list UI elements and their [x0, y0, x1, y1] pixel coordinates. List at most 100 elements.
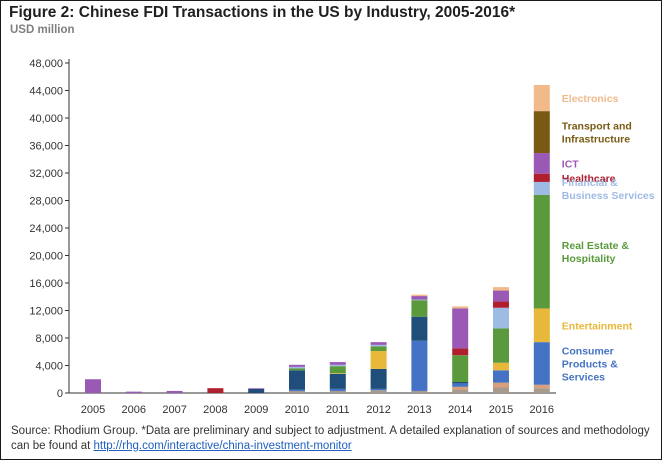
bar-segment-consumer-products-services-2010 [289, 389, 305, 391]
bar-segment-healthcare-2014 [452, 348, 469, 356]
bar-segment-financial-business-services-2016 [533, 181, 550, 195]
bar-segment-other-2-2014 [452, 386, 469, 390]
bars [85, 85, 550, 393]
x-tick-label: 2008 [203, 404, 227, 416]
y-tick-label: 32,000 [29, 168, 63, 180]
bar-segment-consumer-products-services-2015 [493, 370, 509, 383]
bar-segment-other-2012 [370, 390, 387, 393]
bar-segment-automotive-2014 [452, 382, 469, 384]
bar-segment-automotive-2010 [289, 370, 305, 390]
x-tick-label: 2010 [285, 404, 309, 416]
y-tick-label: 20,000 [29, 251, 63, 263]
stacked-bar-chart: 0 4,000 8,000 12,000 16,000 20,000 24,000 28,00… [29, 58, 655, 416]
y-tick-label: 24,000 [29, 223, 63, 235]
bar-segment-healthcare-2008 [207, 388, 224, 393]
bar-segment-other-2013 [411, 390, 428, 393]
bar-segment-healthcare-2015 [493, 301, 509, 308]
x-tick-label: 2009 [244, 404, 268, 416]
bar-segment-consumer-products-services-2013 [411, 340, 428, 391]
bar-segment-other-2015 [493, 387, 509, 393]
bar-segment-entertainment-2015 [493, 362, 509, 371]
series-label-transport-and-infrastructure: Transport and Infrastructure [562, 121, 632, 146]
y-tick-label: 4,000 [35, 361, 63, 373]
bar-segment-financial-business-services-2010 [289, 366, 305, 369]
bar-segment-other-2-2016 [533, 384, 550, 389]
bar-segment-healthcare-2016 [533, 173, 550, 182]
x-tick-label: 2005 [81, 404, 105, 416]
series-label-consumer-products-services: Consumer Products & Services [562, 345, 618, 383]
x-tick-label: 2007 [162, 404, 186, 416]
bar-segment-electronics-2015 [493, 287, 509, 291]
bar-segment-consumer-products-services-2014 [452, 383, 469, 387]
bar-segment-ict-2010 [289, 364, 305, 367]
y-tick-label: 36,000 [29, 141, 63, 153]
x-tick-label: 2012 [366, 404, 390, 416]
x-axis: 2005 2006 2007 2008 2009 2010 2011 2012 2013 2014… [69, 392, 556, 416]
y-tick-label: 12,000 [29, 306, 63, 318]
x-tick-label: 2016 [530, 404, 554, 416]
y-tick-label: 48,000 [29, 58, 63, 70]
bar-segment-entertainment-2012 [370, 351, 387, 369]
x-tick-label: 2015 [489, 404, 513, 416]
bar-segment-real-estate-hospitality-2012 [370, 346, 387, 352]
bar-segment-real-estate-hospitality-2011 [329, 366, 346, 374]
bar-segment-financial-business-services-2011 [329, 364, 346, 367]
y-tick-label: 16,000 [29, 278, 63, 290]
bar-segment-electronics-2016 [533, 85, 550, 112]
y-tick-label: 8,000 [35, 333, 63, 345]
series-label-ict: ICT [562, 158, 580, 170]
bar-segment-other-2011 [329, 390, 346, 393]
y-axis-unit-label: USD million [10, 24, 75, 36]
bar-segment-automotive-2013 [411, 316, 428, 341]
bar-segment-other-2-2015 [493, 382, 509, 388]
bar-segment-automotive-2012 [370, 368, 387, 389]
series-label-electronics: Electronics [562, 93, 619, 105]
bar-segment-real-estate-hospitality-2016 [533, 195, 550, 309]
chart-title: Figure 2: Chinese FDI Transactions in th… [9, 4, 516, 21]
bar-segment-real-estate-hospitality-2015 [493, 328, 509, 363]
bar-segment-electronics-2014 [452, 306, 469, 309]
bar-segment-ict-2011 [329, 362, 346, 365]
series-label-real-estate-hospitality: Real Estate & Hospitality [562, 240, 630, 265]
bar-segment-ict-2013 [411, 296, 428, 300]
bar-segment-ict-2009 [248, 388, 265, 389]
bar-segment-other-2016 [533, 388, 550, 393]
series-labels: Electronics Transport and Infrastructure IC… [562, 93, 655, 383]
bar-segment-consumer-products-services-2011 [329, 388, 346, 391]
y-tick-label: 0 [57, 388, 63, 400]
bar-segment-financial-business-services-2015 [493, 307, 509, 329]
bar-segment-ict-2016 [533, 153, 550, 174]
y-tick-label: 44,000 [29, 86, 63, 98]
bar-segment-other-2014 [452, 389, 469, 393]
series-label-healthcare: Healthcare [562, 173, 616, 185]
bar-segment-electronics-2013 [411, 294, 428, 297]
y-tick-label: 40,000 [29, 113, 63, 125]
y-axis: 0 4,000 8,000 12,000 16,000 20,000 24,000 28,00… [29, 58, 70, 400]
bar-segment-ict-2012 [370, 342, 387, 345]
bar-segment-ict-2006 [125, 391, 142, 393]
bar-segment-real-estate-hospitality-2010 [289, 368, 305, 371]
x-tick-label: 2011 [326, 404, 350, 416]
bar-segment-automotive-2011 [329, 373, 346, 389]
x-tick-label: 2014 [448, 404, 472, 416]
x-tick-label: 2013 [407, 404, 431, 416]
bar-segment-financial-business-services-2013 [411, 299, 428, 301]
source-note: Source: Rhodium Group. *Data are prelimi… [11, 424, 659, 454]
bar-segment-consumer-products-services-2012 [370, 388, 387, 391]
series-label-entertainment: Entertainment [562, 320, 633, 332]
x-tick-label: 2006 [122, 404, 146, 416]
bar-segment-real-estate-hospitality-2014 [452, 355, 469, 382]
bar-segment-ict-2015 [493, 290, 509, 302]
bar-segment-financial-business-services-2012 [370, 344, 387, 347]
bar-segment-ict-2005 [85, 379, 101, 393]
bar-segment-ict-2014 [452, 308, 469, 349]
bar-segment-entertainment-2016 [533, 308, 550, 343]
source-text: Source: Rhodium Group. *Data are prelimi… [11, 425, 650, 452]
bar-segment-transport-and-infrastructure-2016 [533, 111, 550, 154]
y-tick-label: 28,000 [29, 196, 63, 208]
source-link[interactable]: http://rhg.com/interactive/china-investm… [93, 440, 352, 452]
bar-segment-automotive-2009 [248, 388, 265, 393]
bar-segment-ict-2007 [166, 390, 183, 393]
bar-segment-real-estate-hospitality-2013 [411, 300, 428, 317]
